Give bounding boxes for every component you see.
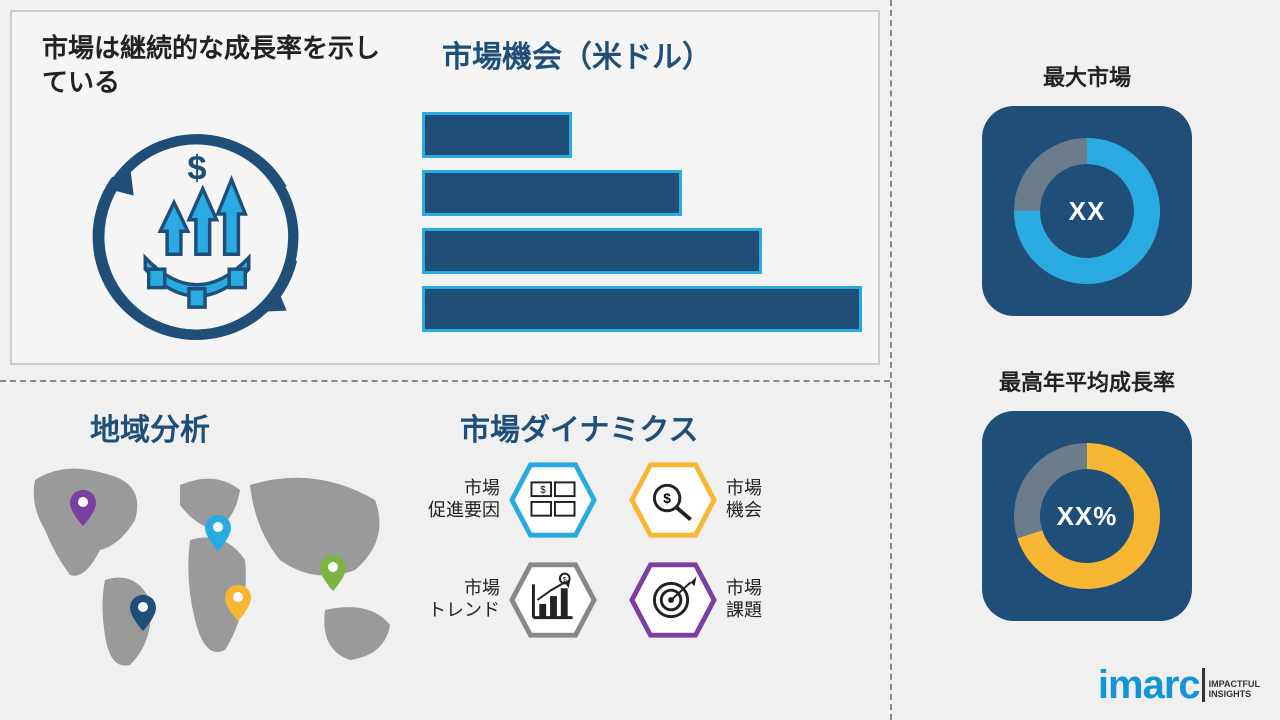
cagr-donut: XX%: [982, 411, 1192, 621]
dynamics-hex-icon: $: [508, 560, 598, 640]
cagr-value: XX%: [1057, 501, 1118, 532]
dynamics-title: 市場ダイナミクス: [460, 405, 699, 449]
map-pin-icon: [130, 595, 156, 631]
map-pin-icon: [70, 490, 96, 526]
svg-text:$: $: [563, 576, 567, 583]
map-pin-icon: [225, 585, 251, 621]
chart-bar: [422, 170, 682, 216]
largest-market-donut: XX: [982, 106, 1192, 316]
logo-tagline-2: INSIGHTS: [1209, 690, 1260, 700]
dynamics-grid: 市場促進要因 $ $ 市場機会市場トレンド $ 市場課題: [420, 460, 880, 660]
logo-text: imarc: [1098, 663, 1200, 708]
dynamics-hex-icon: [628, 560, 718, 640]
dynamics-label: 市場トレンド: [420, 578, 500, 621]
cagr-block: 最高年平均成長率 XX%: [972, 365, 1202, 621]
largest-market-value: XX: [1069, 196, 1106, 227]
dynamics-hex-icon: $: [508, 460, 598, 540]
bar-chart: [422, 112, 862, 344]
top-section: 市場は継続的な成長率を示している $: [10, 10, 880, 365]
world-map: [15, 450, 410, 685]
region-title: 地域分析: [90, 405, 210, 449]
logo-tagline: IMPACTFUL INSIGHTS: [1209, 680, 1260, 700]
growth-icon: $: [82, 122, 312, 357]
dynamics-label: 市場機会: [726, 478, 762, 521]
cagr-title: 最高年平均成長率: [972, 365, 1202, 397]
svg-text:$: $: [540, 485, 546, 496]
map-pin-icon: [205, 515, 231, 551]
right-panel: 最大市場 XX 最高年平均成長率 XX% imarc IMPACTFUL INS…: [890, 0, 1280, 720]
horizontal-divider: [0, 380, 890, 382]
dynamics-label: 市場促進要因: [420, 478, 500, 521]
dynamics-hex-icon: $: [628, 460, 718, 540]
largest-market-title: 最大市場: [972, 60, 1202, 92]
left-panel: 市場は継続的な成長率を示している $: [0, 0, 890, 720]
growth-title: 市場は継続的な成長率を示している: [42, 32, 382, 100]
brand-logo: imarc IMPACTFUL INSIGHTS: [1098, 663, 1260, 708]
chart-bar: [422, 112, 572, 158]
largest-market-block: 最大市場 XX: [972, 60, 1202, 316]
dynamics-label: 市場課題: [726, 578, 762, 621]
bar-chart-title: 市場機会（米ドル）: [442, 32, 712, 76]
logo-divider: [1202, 668, 1205, 702]
chart-bar: [422, 286, 862, 332]
chart-bar: [422, 228, 762, 274]
svg-text:$: $: [663, 491, 671, 506]
map-pin-icon: [320, 555, 346, 591]
svg-text:$: $: [187, 150, 206, 188]
